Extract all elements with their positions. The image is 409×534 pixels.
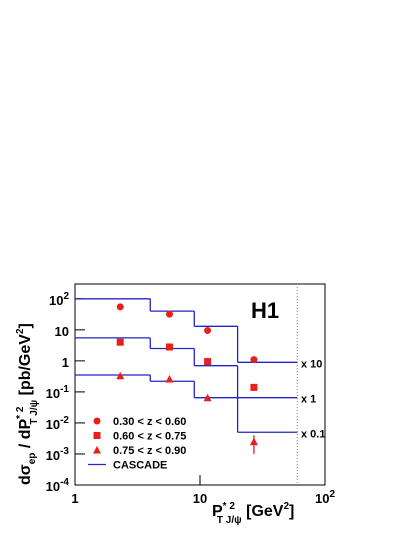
y-tick-label: 102 bbox=[49, 291, 69, 308]
marker bbox=[249, 437, 258, 446]
y-tick-label-exp: -4 bbox=[60, 477, 69, 488]
y-tick-label: 10-3 bbox=[46, 446, 70, 463]
y-tick-label: 10-4 bbox=[46, 477, 70, 494]
x-tick-label-base: 10 bbox=[315, 491, 329, 506]
y-tick-label-base: 10 bbox=[46, 386, 60, 401]
y-tick-label-base: 10 bbox=[46, 479, 60, 494]
marker bbox=[204, 358, 212, 366]
marker bbox=[93, 446, 101, 454]
legend-label: 0.30 < z < 0.60 bbox=[113, 416, 186, 428]
y-tick-label-base: 10 bbox=[49, 293, 63, 308]
x-tick-label: 102 bbox=[315, 489, 335, 506]
y-tick-label: 1 bbox=[62, 355, 69, 370]
y-tick-label: 10 bbox=[55, 324, 69, 339]
marker bbox=[165, 343, 173, 351]
x-tick-label: 10 bbox=[193, 491, 207, 506]
marker bbox=[165, 310, 173, 318]
marker bbox=[250, 383, 258, 391]
marker bbox=[116, 338, 124, 346]
marker bbox=[93, 432, 101, 439]
marker bbox=[250, 356, 258, 364]
marker bbox=[203, 393, 212, 402]
legend-label: CASCADE bbox=[113, 460, 167, 472]
y-tick-label-base: 10 bbox=[46, 448, 60, 463]
marker bbox=[116, 303, 124, 311]
y-tick-label-exp: 2 bbox=[63, 291, 69, 302]
marker bbox=[93, 417, 101, 425]
scale-label: x 10 bbox=[301, 358, 322, 370]
y-tick-label-exp: -1 bbox=[60, 384, 69, 395]
y-tick-label: 10-1 bbox=[46, 384, 70, 401]
y-tick-label: 10-2 bbox=[46, 415, 70, 432]
legend-label: 0.75 < z < 0.90 bbox=[113, 445, 186, 457]
y-tick-label-exp: -2 bbox=[60, 415, 69, 426]
marker bbox=[116, 371, 125, 380]
y-tick-label-exp: -3 bbox=[60, 446, 69, 457]
experiment-label: H1 bbox=[251, 298, 279, 323]
scale-label: x 1 bbox=[301, 394, 316, 406]
scale-label: x 0.1 bbox=[301, 428, 325, 440]
legend-label: 0.60 < z < 0.75 bbox=[113, 431, 186, 443]
x-tick-label: 1 bbox=[71, 491, 78, 506]
marker bbox=[204, 327, 212, 335]
y-tick-label-base: 10 bbox=[46, 417, 60, 432]
marker bbox=[165, 375, 174, 383]
x-tick-label-exp: 2 bbox=[329, 489, 335, 500]
